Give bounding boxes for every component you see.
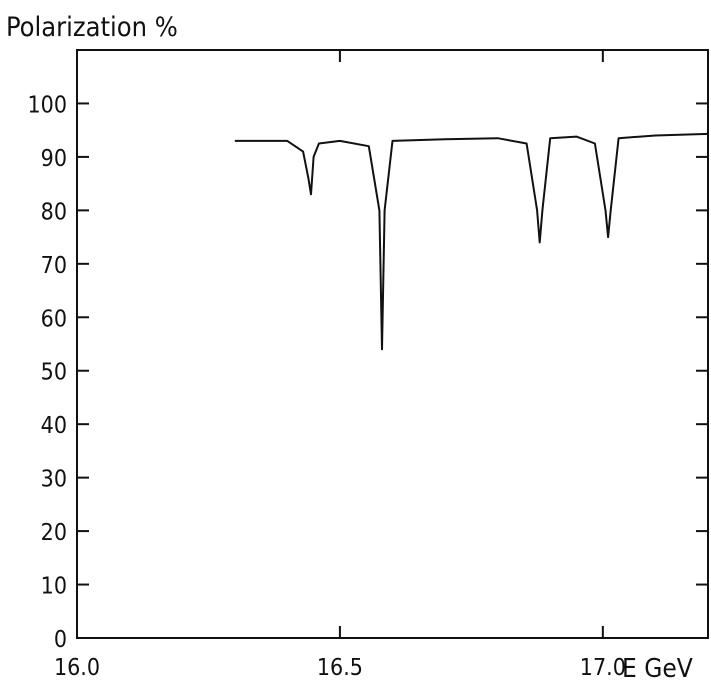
polarization-curve bbox=[234, 132, 709, 351]
axis-ticks bbox=[76, 50, 708, 639]
x-tick-labels: 16.0 16.5 17.0 bbox=[54, 655, 626, 681]
y-tick-label: 60 bbox=[41, 306, 67, 332]
y-tick-label: 100 bbox=[28, 92, 68, 118]
x-axis-label: E GeV bbox=[622, 654, 693, 684]
y-tick-label: 90 bbox=[41, 146, 67, 172]
x-tick-label: 16.5 bbox=[317, 655, 363, 681]
plot-frame bbox=[76, 49, 709, 639]
y-tick-label: 0 bbox=[54, 627, 67, 653]
y-tick-label: 80 bbox=[41, 199, 67, 225]
x-tick-label: 16.0 bbox=[54, 655, 100, 681]
y-tick-label: 10 bbox=[41, 574, 67, 600]
y-tick-label: 30 bbox=[41, 467, 67, 493]
x-tick-label: 17.0 bbox=[580, 655, 626, 681]
y-tick-label: 20 bbox=[41, 520, 67, 546]
y-axis-label: Polarization % bbox=[6, 12, 178, 43]
y-tick-label: 70 bbox=[41, 253, 67, 279]
y-tick-labels: 0 10 20 30 40 50 60 70 80 90 100 bbox=[28, 92, 68, 653]
y-tick-label: 50 bbox=[41, 360, 67, 386]
y-tick-label: 40 bbox=[41, 413, 67, 439]
